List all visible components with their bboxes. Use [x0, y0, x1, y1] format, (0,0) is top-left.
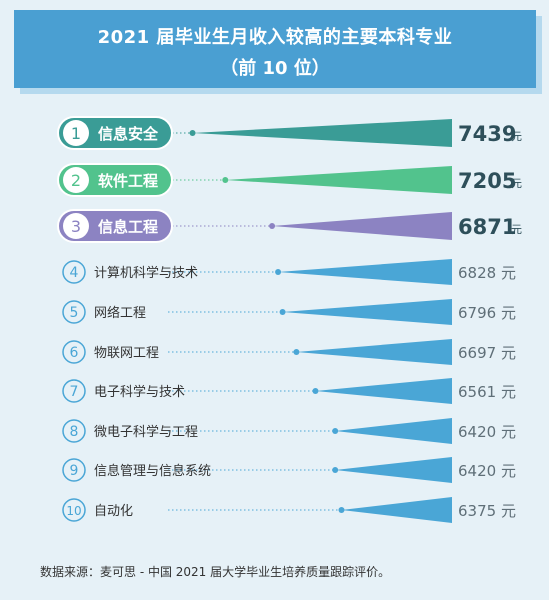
value-label: 6420 元: [458, 462, 516, 480]
chart-row: 5 网络工程 6796 元: [62, 299, 516, 325]
value-label: 6796 元: [458, 304, 516, 322]
rank-badge: [62, 300, 86, 324]
unit-label: 元: [511, 223, 522, 236]
value-wedge: [335, 418, 452, 444]
category-label: 电子科学与技术: [94, 384, 185, 400]
rank-number: 9: [70, 463, 79, 479]
rank-badge: [62, 458, 86, 482]
value-label: 6420 元: [458, 423, 516, 441]
title-banner: 2021 届毕业生月收入较高的主要本科专业 （前 10 位）: [14, 10, 536, 88]
value-label: 7439: [458, 122, 516, 146]
data-source-note: 数据来源：麦可思 - 中国 2021 届大学毕业生培养质量跟踪评价。: [40, 565, 391, 579]
value-wedge: [282, 299, 452, 325]
chart-row: 9 信息管理与信息系统 6420 元: [62, 457, 516, 483]
rank-badge: [62, 379, 86, 403]
value-label: 6697 元: [458, 344, 516, 362]
category-label: 信息管理与信息系统: [94, 463, 211, 479]
rank-badge: [62, 340, 86, 364]
value-label: 6828 元: [458, 264, 516, 282]
category-label: 信息安全: [98, 125, 159, 143]
rank-badge: [62, 498, 86, 522]
chart-row: 4 计算机科学与技术 6828 元: [62, 259, 516, 285]
value-wedge: [335, 457, 452, 483]
value-wedge: [225, 166, 452, 194]
chart-row: 8 微电子科学与工程 6420 元: [62, 418, 516, 444]
value-label: 7205: [458, 169, 516, 193]
rank-number: 5: [70, 305, 79, 321]
unit-label: 元: [511, 177, 522, 190]
value-wedge: [192, 119, 453, 147]
pill-label: [57, 209, 173, 243]
value-label: 6561 元: [458, 383, 516, 401]
category-label: 网络工程: [94, 305, 146, 321]
chart-row: 10 自动化 6375 元: [62, 497, 516, 523]
rank-badge: [62, 419, 86, 443]
rank-number: 4: [70, 265, 79, 281]
rank-number: 6: [70, 345, 79, 361]
value-wedge: [272, 212, 452, 240]
category-label: 自动化: [94, 504, 133, 519]
category-label: 信息工程: [98, 218, 158, 236]
chart-row: 6 物联网工程 6697 元: [62, 339, 516, 365]
pill-label: [57, 116, 173, 150]
category-label: 计算机科学与技术: [94, 265, 198, 281]
value-wedge: [315, 378, 452, 404]
category-label: 物联网工程: [94, 346, 159, 361]
rank-number: 7: [70, 384, 79, 400]
value-label: 6871: [458, 215, 516, 239]
rank-number: 2: [71, 171, 81, 190]
value-wedge: [341, 497, 452, 523]
category-label: 软件工程: [98, 172, 158, 190]
rank-number: 10: [66, 504, 81, 518]
rank-number: 3: [71, 217, 81, 236]
rank-number: 8: [70, 424, 79, 440]
pill-label: [57, 163, 173, 197]
rank-badge: [63, 213, 89, 239]
chart-row: 7 电子科学与技术 6561 元: [62, 378, 516, 404]
category-label: 微电子科学与工程: [94, 424, 198, 440]
value-label: 6375 元: [458, 502, 516, 520]
chart-title: 2021 届毕业生月收入较高的主要本科专业: [97, 27, 453, 48]
rank-badge: [62, 260, 86, 284]
value-wedge: [278, 259, 452, 285]
value-wedge: [296, 339, 452, 365]
rank-badge: [63, 120, 89, 146]
rank-number: 1: [71, 124, 81, 143]
chart-subtitle: （前 10 位）: [220, 58, 330, 79]
unit-label: 元: [511, 130, 522, 143]
rank-badge: [63, 167, 89, 193]
